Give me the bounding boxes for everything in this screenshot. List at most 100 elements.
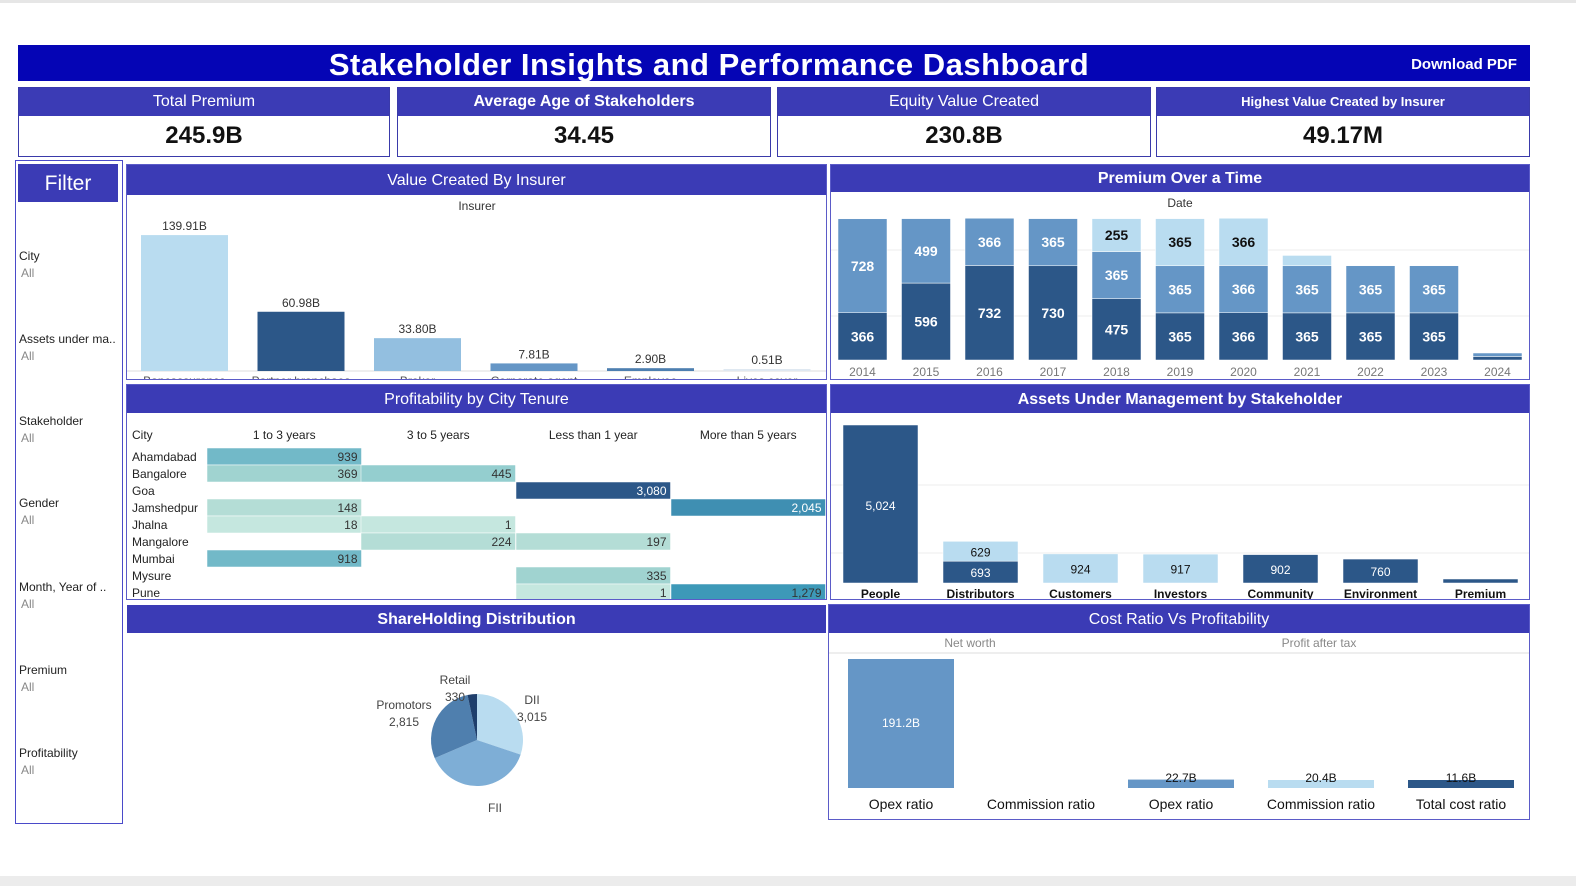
data-label: 255 — [1105, 227, 1129, 243]
data-label: 596 — [914, 314, 938, 330]
tick-label: Broker — [400, 374, 435, 379]
table-cell — [206, 515, 362, 534]
filter-profitability[interactable]: Profitability All — [19, 746, 119, 780]
row-label: Goa — [132, 484, 155, 498]
panel-title: ShareHolding Distribution — [127, 605, 826, 633]
title-bar — [18, 45, 1530, 81]
top-divider — [0, 0, 1576, 3]
bar — [1408, 780, 1514, 788]
data-label: 366 — [1232, 328, 1256, 344]
cell-value: 197 — [646, 535, 666, 549]
cell-value: 148 — [337, 501, 357, 515]
cell-value: 939 — [337, 450, 357, 464]
data-label: 499 — [914, 243, 938, 259]
tick-label: Lives cover — [737, 374, 798, 379]
bar — [374, 338, 461, 371]
filter-city[interactable]: City All — [19, 249, 119, 283]
filter-gender[interactable]: Gender All — [19, 496, 119, 530]
kpi-value: 34.45 — [553, 122, 615, 149]
bar-segment — [901, 218, 951, 284]
bar-segment — [1442, 578, 1519, 584]
cost-ratio-chart: Net worth Profit after tax 191.2B Opex rati… — [829, 636, 1529, 812]
slice-name: DII — [524, 693, 539, 707]
filter-value: All — [21, 431, 35, 445]
row-label: Bangalore — [132, 467, 187, 481]
data-label: 60.98B — [282, 296, 320, 310]
panel-title: Assets Under Management by Stakeholder — [831, 385, 1529, 413]
group-header: Profit after tax — [1282, 636, 1357, 650]
bar-segment — [1218, 312, 1269, 361]
bar — [1268, 780, 1374, 788]
data-label: 191.2B — [882, 716, 920, 730]
filter-value: All — [21, 680, 35, 694]
data-label: 924 — [1070, 562, 1090, 576]
tick-label: 2014 — [849, 365, 876, 379]
kpi-average-age: Average Age of Stakeholders 34.45 — [397, 87, 771, 157]
bar-segment — [942, 541, 1019, 562]
bar-segment — [1345, 265, 1396, 314]
filter-label: Profitability — [19, 746, 78, 760]
aum-chart: 5,024 People 693 629 Distributors 924 Customer… — [831, 424, 1529, 601]
data-label: 366 — [978, 234, 1002, 250]
kpi-label: Highest Value Created by Insurer — [1157, 88, 1529, 116]
data-label: 760 — [1370, 565, 1390, 579]
filter-label: City — [19, 249, 40, 263]
bar-segment — [1155, 312, 1205, 361]
tick-label: 2023 — [1421, 365, 1448, 379]
bar-segment — [1409, 265, 1459, 314]
bar-segment — [1472, 356, 1523, 361]
data-label: 5,024 — [865, 499, 895, 513]
filter-value: All — [21, 597, 35, 611]
pie-slice — [430, 694, 477, 759]
filter-month-year[interactable]: Month, Year of .. All — [19, 580, 122, 614]
tick-label: Customers — [1049, 587, 1112, 599]
bar-segment — [964, 265, 1015, 361]
data-label: 693 — [970, 566, 990, 580]
bar — [490, 363, 578, 371]
premium-time-chart: Date 366 728 2014 596 499 2015 732 366 2016 730 365… — [831, 196, 1529, 379]
pie-slice — [434, 740, 521, 787]
data-label: 22.7B — [1165, 771, 1196, 785]
tick-label: Total cost ratio — [1416, 796, 1506, 812]
table-cell — [360, 532, 516, 551]
data-label: 365 — [1041, 234, 1065, 250]
data-label: 365 — [1105, 267, 1129, 283]
bar-segment — [1242, 554, 1319, 584]
profitability-city-panel: Profitability by City Tenure City 1 to 3 … — [126, 384, 827, 602]
kpi-label: Average Age of Stakeholders — [398, 88, 770, 116]
tick-label: Environment — [1344, 587, 1417, 599]
bar-segment — [1218, 265, 1269, 314]
filter-stakeholder[interactable]: Stakeholder All — [19, 414, 119, 448]
bar — [1128, 779, 1234, 788]
bar-segment — [837, 218, 888, 314]
download-pdf-button[interactable]: Download PDF — [1400, 46, 1528, 80]
row-label: Mysure — [132, 569, 172, 583]
bar-segment — [1155, 218, 1205, 267]
aum-panel: Assets Under Management by Stakeholder 5… — [830, 384, 1530, 601]
kpi-equity-value: Equity Value Created 230.8B — [777, 87, 1151, 157]
cost-ratio-panel: Cost Ratio Vs Profitability Net worth Pro… — [828, 604, 1530, 820]
shareholding-panel: ShareHolding Distribution DII 3,015 FII 3,8… — [126, 604, 827, 832]
pie-slice — [477, 694, 523, 755]
filter-value: All — [21, 266, 35, 280]
filter-premium[interactable]: Premium All — [19, 663, 119, 697]
filter-panel — [15, 160, 123, 824]
tick-label: Corporate agent — [491, 374, 578, 379]
bar — [257, 311, 345, 371]
data-label: 475 — [1105, 321, 1129, 337]
kpi-value: 245.9B — [165, 122, 243, 149]
bar-segment — [1042, 553, 1119, 584]
bar-segment — [1342, 558, 1419, 584]
row-label: Jhalna — [132, 518, 168, 532]
filter-assets[interactable]: Assets under ma.. All — [19, 332, 122, 366]
data-label: 7.81B — [518, 347, 549, 361]
bar-segment — [837, 312, 888, 361]
table-cell — [515, 481, 671, 500]
column-header: City — [132, 428, 153, 442]
cell-value: 369 — [337, 467, 357, 481]
table-cell — [515, 583, 671, 602]
bar-segment — [1091, 218, 1142, 252]
bar-segment — [1142, 553, 1219, 584]
data-label: 365 — [1168, 234, 1192, 250]
cell-value: 2,045 — [791, 501, 821, 515]
